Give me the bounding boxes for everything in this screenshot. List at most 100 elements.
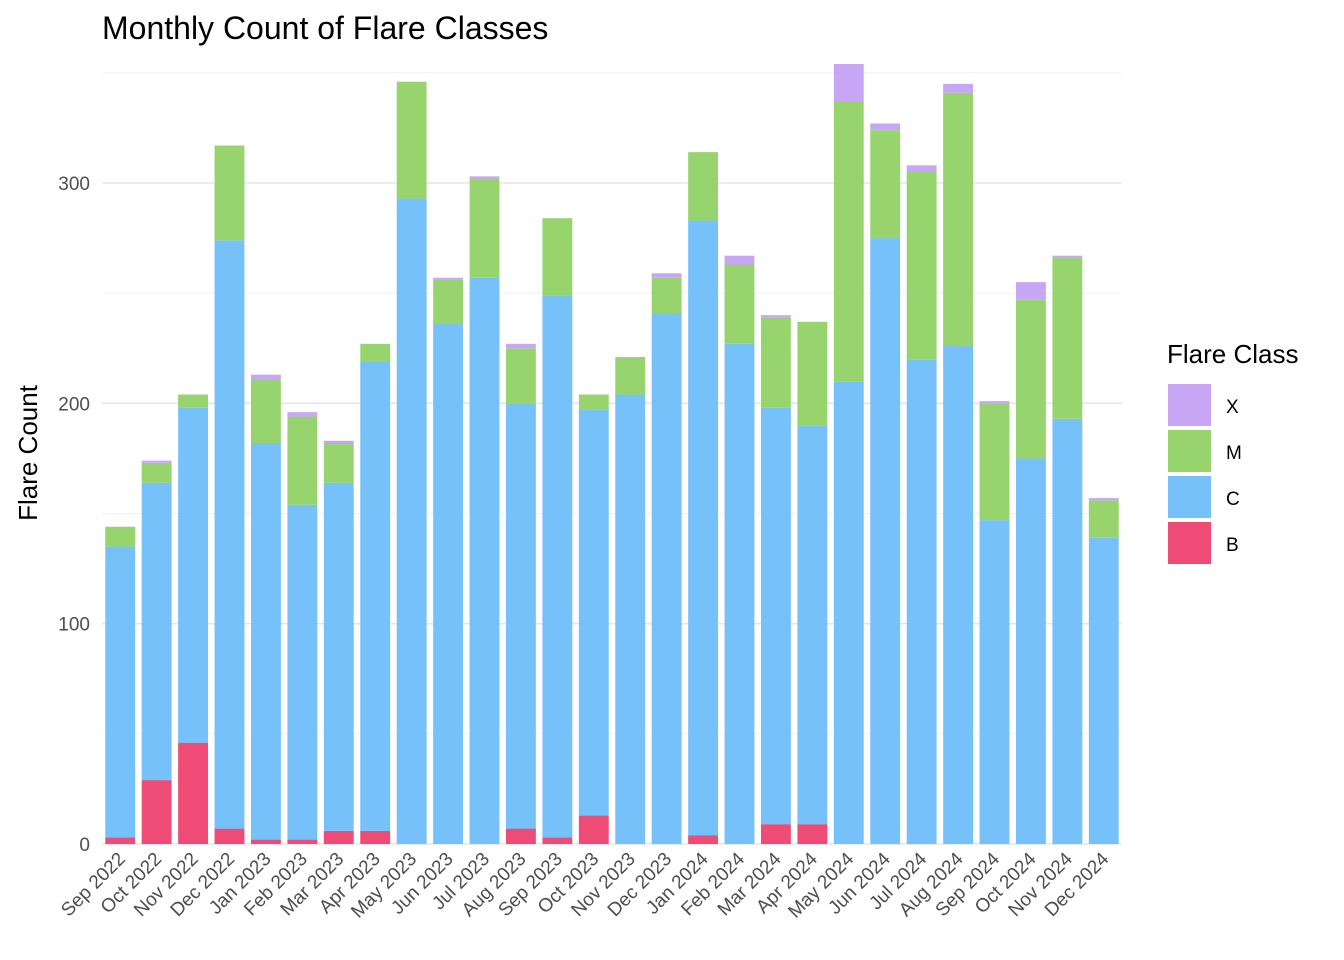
bar-segment-c [651, 313, 682, 844]
y-axis-ticks: 0 100 200 300 [58, 174, 90, 856]
bar-segment-c [396, 198, 427, 845]
bar-segment-c [469, 277, 500, 844]
bar-segment-c [1088, 537, 1119, 844]
bar-segment-m [360, 343, 391, 362]
bar-segment-b [178, 742, 209, 844]
bar-segment-x [1052, 255, 1083, 258]
bar-segment-x [287, 412, 318, 417]
legend-label-c: C [1226, 489, 1240, 510]
bar-segment-m [797, 321, 828, 426]
bar-segment-c [943, 346, 974, 844]
y-tick-label: 0 [79, 835, 90, 856]
legend-title: Flare Class [1167, 339, 1298, 369]
bar-segment-b [214, 828, 245, 844]
bar-segment-x [979, 401, 1010, 404]
bar-segment-x [505, 343, 536, 349]
bar-segment-m [870, 130, 901, 239]
bar-segment-m [1052, 257, 1083, 419]
bar-segment-c [1052, 418, 1083, 844]
bar-segment-c [906, 359, 937, 844]
bar-segment-b [542, 837, 573, 844]
bar-segment-m [1015, 299, 1046, 459]
legend-swatch-c [1168, 476, 1211, 518]
bar-segment-c [724, 343, 755, 844]
bar-segment-m [214, 145, 245, 241]
bar-segment-c [578, 409, 609, 816]
bar-segment-x [870, 123, 901, 131]
legend-swatch-x [1168, 384, 1211, 426]
bar-segment-x [1088, 498, 1119, 501]
bar-segment-c [141, 482, 172, 781]
bar-segment-m [178, 394, 209, 408]
bar-segment-m [906, 171, 937, 360]
bar-segment-m [979, 403, 1010, 521]
bar-segment-c [615, 394, 646, 844]
bar-segment-x [833, 64, 864, 102]
legend-label-x: X [1226, 397, 1239, 418]
bar-segment-c [833, 381, 864, 844]
bar-segment-b [250, 839, 281, 844]
bar-segment-m [323, 442, 354, 483]
bar-segment-c [178, 407, 209, 743]
bar-segment-b [688, 835, 719, 844]
y-tick-label: 100 [58, 615, 90, 636]
bar-segment-m [287, 416, 318, 505]
bar-segment-x [250, 374, 281, 380]
bar-segment-m [578, 394, 609, 410]
bar-segment-m [1088, 500, 1119, 538]
bar-segment-b [578, 815, 609, 844]
bar-segment-x [469, 176, 500, 179]
bar-segment-m [651, 277, 682, 313]
bar-segment-c [214, 240, 245, 829]
bar-segment-c [760, 407, 791, 825]
bar-segment-m [542, 218, 573, 296]
bar-segment-x [943, 83, 974, 93]
bar-segment-m [833, 101, 864, 382]
bar-segment-b [323, 830, 354, 844]
y-tick-label: 200 [58, 394, 90, 415]
bar-segment-c [433, 324, 464, 844]
bar-segment-b [760, 824, 791, 844]
y-axis-label: Flare Count [13, 384, 43, 521]
bar-segment-c [250, 442, 281, 840]
bar-segment-x [1015, 282, 1046, 300]
bar-segment-b [797, 824, 828, 844]
bar-segment-b [141, 780, 172, 844]
legend: Flare Class X M C B [1167, 339, 1298, 564]
chart-title: Monthly Count of Flare Classes [102, 10, 548, 46]
bar-segment-b [360, 830, 391, 844]
bar-segment-x [433, 277, 464, 280]
bar-segment-m [615, 357, 646, 395]
bar-segment-x [760, 315, 791, 318]
bar-segment-m [141, 462, 172, 483]
bar-segment-m [724, 264, 755, 344]
bar-segment-c [542, 295, 573, 838]
y-tick-label: 300 [58, 174, 90, 195]
bar-segment-c [688, 220, 719, 836]
bar-segment-b [287, 839, 318, 844]
bar-segment-x [141, 460, 172, 463]
bar-segment-m [505, 348, 536, 404]
bar-segment-c [979, 520, 1010, 844]
bar-segment-m [469, 178, 500, 278]
bar-segment-m [105, 526, 136, 547]
bar-segment-m [688, 152, 719, 221]
bar-segment-m [250, 379, 281, 443]
bar-segment-m [943, 92, 974, 347]
bar-segment-x [651, 273, 682, 278]
bar-segment-m [396, 81, 427, 199]
bar-segment-b [505, 828, 536, 844]
bars [105, 64, 1119, 845]
bar-segment-c [870, 238, 901, 844]
bar-segment-b [105, 837, 136, 844]
bar-segment-x [323, 440, 354, 443]
bar-segment-c [105, 546, 136, 838]
legend-label-m: M [1226, 443, 1242, 464]
bar-segment-c [505, 403, 536, 829]
bar-segment-m [433, 279, 464, 325]
legend-swatch-b [1168, 522, 1211, 564]
bar-segment-c [287, 504, 318, 840]
bar-segment-x [724, 255, 755, 265]
legend-label-b: B [1226, 535, 1239, 556]
